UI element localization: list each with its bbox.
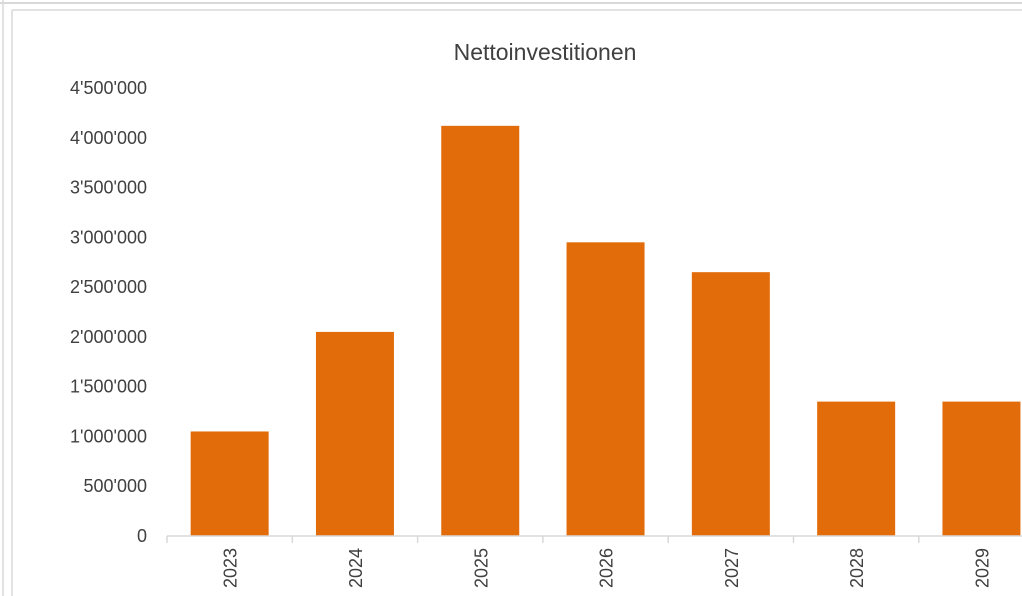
x-tick-label: 2023: [221, 548, 241, 588]
x-tick-label: 2029: [972, 548, 992, 588]
chart-title: Nettoinvestitionen: [454, 39, 637, 65]
y-tick-label: 500'000: [83, 476, 147, 496]
x-tick-label: 2024: [346, 548, 366, 588]
y-tick-label: 4'500'000: [70, 78, 147, 98]
y-tick-label: 1'000'000: [70, 426, 147, 446]
y-tick-label: 0: [137, 526, 147, 546]
bar-2026: [566, 242, 645, 537]
bar-2028: [817, 401, 896, 536]
bar-2023: [190, 431, 269, 536]
y-tick-label: 4'000'000: [70, 128, 147, 148]
x-axis: 2023 2024 2025 2026 2027 2028 2029: [166, 535, 1022, 588]
bars-group: [190, 125, 1021, 537]
bar-2029: [942, 401, 1021, 536]
x-tick-label: 2025: [471, 548, 491, 588]
y-tick-label: 2'500'000: [70, 277, 147, 297]
y-tick-label: 3'000'000: [70, 227, 147, 247]
x-tick-label: 2027: [722, 548, 742, 588]
x-tick-label: 2028: [847, 548, 867, 588]
y-tick-label: 2'000'000: [70, 327, 147, 347]
bar-2024: [315, 331, 394, 536]
y-tick-label: 1'500'000: [70, 377, 147, 397]
bar-2025: [441, 125, 520, 536]
y-axis-ticks: 0 500'000 1'000'000 1'500'000 2'000'000 2'500…: [70, 78, 147, 546]
y-tick-label: 3'500'000: [70, 178, 147, 198]
bar-2027: [691, 272, 770, 536]
x-tick-label: 2026: [597, 548, 617, 588]
